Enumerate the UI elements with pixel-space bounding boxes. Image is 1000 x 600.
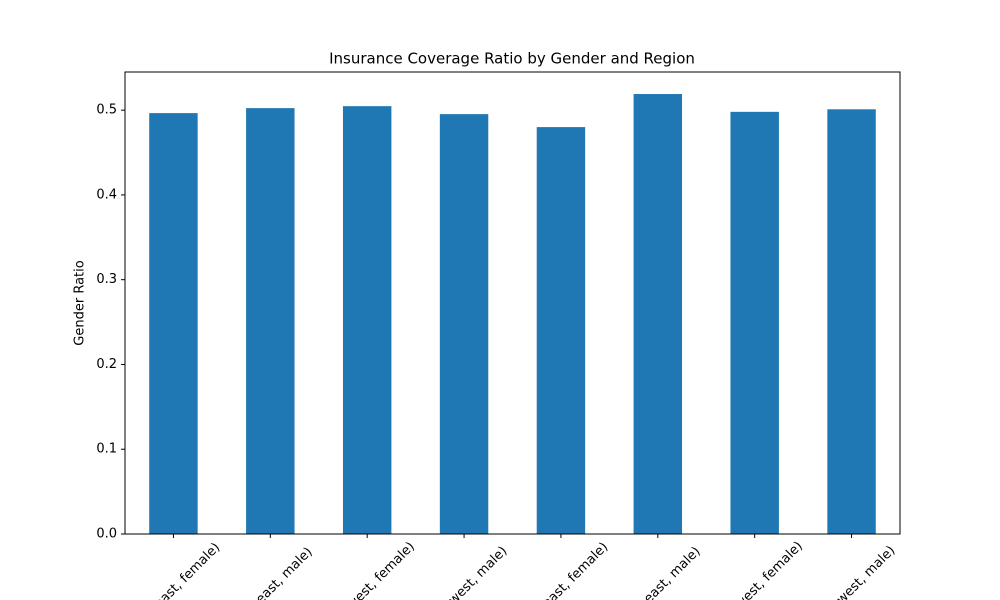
y-tick-label: 0.3 bbox=[96, 272, 117, 287]
y-tick-label: 0.1 bbox=[96, 442, 117, 457]
y-tick-label: 0.5 bbox=[96, 103, 117, 118]
x-tick-label: (southwest, male) bbox=[805, 543, 899, 600]
x-tick-label: (northeast, female) bbox=[124, 540, 224, 600]
bar bbox=[536, 127, 586, 534]
x-tick-label: (southeast, male) bbox=[612, 544, 704, 600]
x-tick-label: (northwest, male) bbox=[418, 544, 511, 600]
y-tick-label: 0.0 bbox=[96, 527, 117, 542]
plot-frame bbox=[124, 71, 901, 535]
x-tick-label: (southwest, female) bbox=[703, 539, 806, 600]
bar bbox=[246, 108, 295, 534]
x-tick-label: (northeast, male) bbox=[225, 545, 316, 600]
x-tick-label: (northwest, female) bbox=[316, 539, 418, 600]
bar bbox=[439, 114, 489, 534]
y-axis-label: Gender Ratio bbox=[73, 260, 88, 345]
y-tick-label: 0.2 bbox=[96, 357, 117, 372]
bar bbox=[633, 94, 683, 534]
chart-title: Insurance Coverage Ratio by Gender and R… bbox=[329, 50, 695, 68]
y-tick-label: 0.4 bbox=[96, 187, 117, 202]
bar bbox=[149, 113, 198, 534]
bar bbox=[730, 111, 779, 535]
bar bbox=[342, 106, 392, 534]
bar bbox=[827, 109, 876, 535]
x-tick-label: (southeast, female) bbox=[511, 540, 612, 600]
